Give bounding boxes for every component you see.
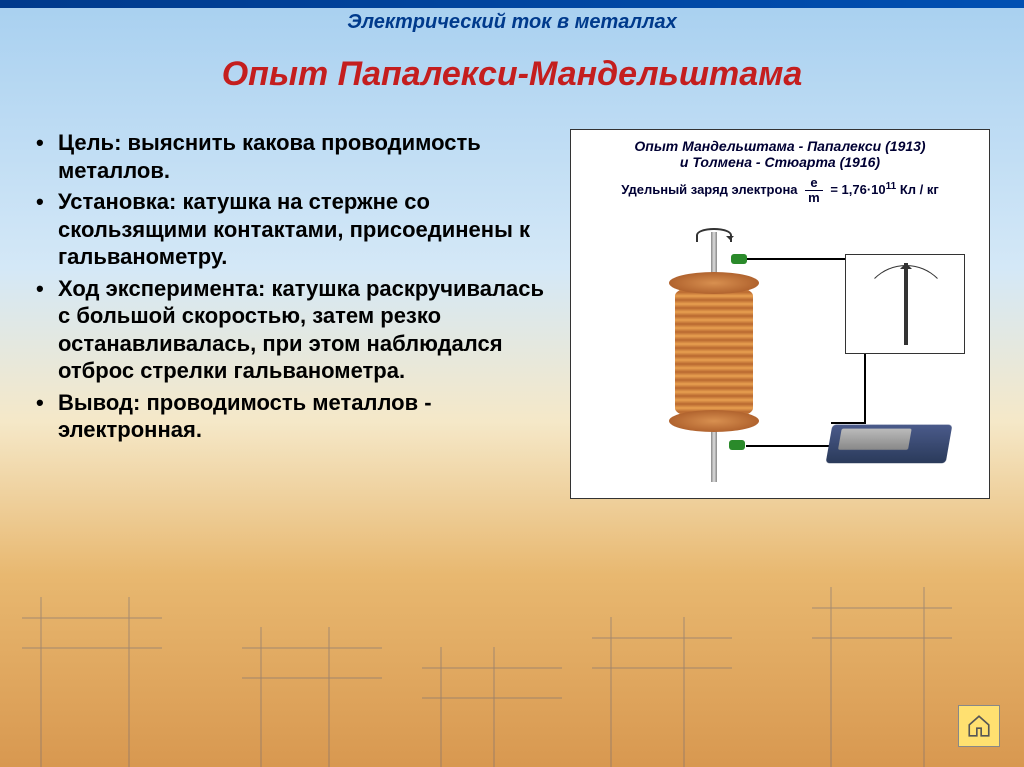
formula-fraction: e m [805, 176, 823, 206]
figure-caption-2: и Толмена - Стюарта (1916) [581, 154, 979, 170]
header-accent-bar [0, 0, 1024, 8]
coil-bottom-disc [669, 410, 759, 432]
coil-winding [675, 284, 753, 420]
sliding-contact-top [731, 254, 747, 264]
apparatus-diagram [581, 212, 979, 482]
bullet-item: Ход эксперимента: катушка раскручивалась… [30, 275, 550, 385]
background-towers [0, 577, 1024, 767]
wire-segment [746, 445, 841, 447]
home-icon [966, 713, 992, 739]
bullet-list: Цель: выяснить какова проводимость метал… [30, 129, 570, 499]
formula-unit: Кл / кг [896, 182, 939, 197]
content-row: Цель: выяснить какова проводимость метал… [0, 129, 1024, 499]
tower-silhouette [260, 627, 330, 767]
formula-label: Удельный заряд электрона [621, 182, 797, 197]
formula-exponent: 11 [886, 181, 897, 192]
galvanometer [845, 254, 965, 354]
tower-silhouette [40, 597, 130, 767]
wire-segment [831, 422, 866, 424]
breadcrumb: Электрический ток в металлах [0, 8, 1024, 37]
experiment-figure: Опыт Мандельштама - Папалекси (1913) и Т… [570, 129, 990, 499]
home-button[interactable] [958, 705, 1000, 747]
page-title: Опыт Папалекси-Мандельштама [0, 37, 1024, 129]
formula-denominator: m [805, 191, 823, 205]
bullet-item: Вывод: проводимость металлов - электронн… [30, 389, 550, 444]
coil-top-disc [669, 272, 759, 294]
formula-value: = 1,76·10 [830, 182, 885, 197]
figure-formula: Удельный заряд электрона e m = 1,76·1011… [581, 176, 979, 206]
tower-silhouette [830, 587, 925, 767]
tower-silhouette [610, 617, 685, 767]
rotation-arrow-icon [696, 228, 732, 242]
bullet-item: Установка: катушка на стержне со скользя… [30, 188, 550, 271]
galvanometer-needle [904, 263, 908, 345]
figure-caption-1: Опыт Мандельштама - Папалекси (1913) [581, 138, 979, 154]
sliding-contact-bottom [729, 440, 745, 450]
bullet-item: Цель: выяснить какова проводимость метал… [30, 129, 550, 184]
tower-silhouette [440, 647, 495, 767]
base-device [826, 424, 953, 463]
formula-numerator: e [805, 176, 823, 191]
